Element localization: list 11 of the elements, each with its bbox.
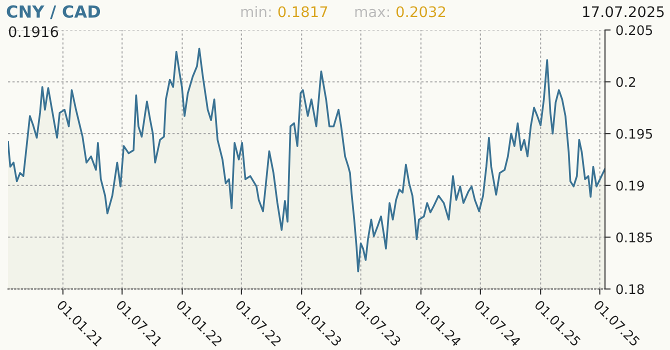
y-tick-label: 0.19 (616, 180, 644, 191)
annotation: 0.1916 (8, 26, 58, 38)
text: max: 0.2032 (355, 6, 446, 18)
text: min: 0.1817 (241, 6, 328, 18)
y-tick-label: 0.18 (616, 284, 644, 294)
y-tick-label: 0.2 (616, 77, 636, 87)
y-tick-label: 0.195 (616, 128, 652, 139)
text: 17.07.2025 (583, 6, 664, 18)
y-tick-label: 0.205 (616, 25, 652, 36)
y-tick-label: 0.185 (616, 232, 652, 242)
chart-title: CNY / CAD (6, 5, 100, 20)
